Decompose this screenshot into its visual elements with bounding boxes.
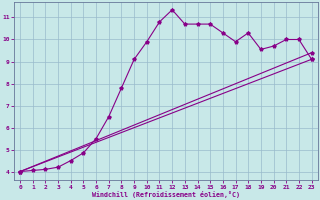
X-axis label: Windchill (Refroidissement éolien,°C): Windchill (Refroidissement éolien,°C) (92, 191, 240, 198)
